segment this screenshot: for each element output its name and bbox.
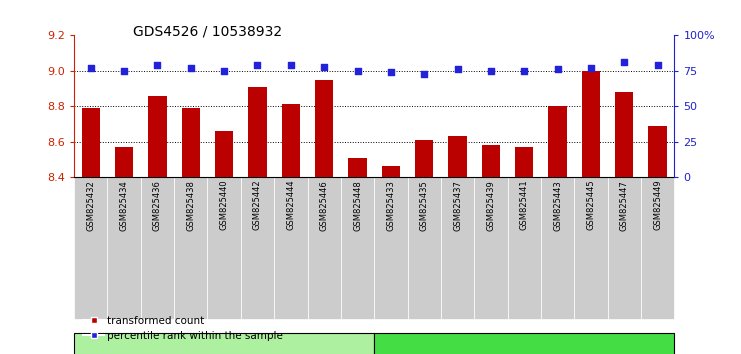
Text: GSM825446: GSM825446 <box>319 180 329 230</box>
Text: GSM825433: GSM825433 <box>386 180 396 231</box>
Point <box>652 62 664 68</box>
Point <box>585 65 597 71</box>
Bar <box>615 92 634 177</box>
Text: GSM825440: GSM825440 <box>219 180 229 230</box>
Point <box>352 68 364 74</box>
Bar <box>582 71 600 177</box>
Point <box>319 64 330 69</box>
Bar <box>148 96 167 177</box>
FancyBboxPatch shape <box>608 177 641 319</box>
FancyBboxPatch shape <box>107 177 141 319</box>
Legend: transformed count, percentile rank within the sample: transformed count, percentile rank withi… <box>79 312 288 345</box>
Point <box>85 65 96 71</box>
FancyBboxPatch shape <box>308 177 341 319</box>
Point <box>485 68 496 74</box>
Text: GSM825442: GSM825442 <box>253 180 262 230</box>
Text: GSM825436: GSM825436 <box>153 180 162 231</box>
Bar <box>548 106 567 177</box>
FancyBboxPatch shape <box>141 177 174 319</box>
Point <box>185 65 197 71</box>
Bar <box>415 140 433 177</box>
Bar <box>115 147 133 177</box>
Text: GSM825435: GSM825435 <box>419 180 429 230</box>
FancyBboxPatch shape <box>441 177 474 319</box>
Bar <box>315 80 333 177</box>
Bar <box>215 131 233 177</box>
Bar <box>382 166 400 177</box>
FancyBboxPatch shape <box>641 177 674 319</box>
FancyBboxPatch shape <box>541 177 574 319</box>
Bar <box>348 158 367 177</box>
Bar <box>482 145 500 177</box>
Bar <box>282 104 300 177</box>
Text: GSM825434: GSM825434 <box>119 180 129 230</box>
Text: GSM825447: GSM825447 <box>619 180 629 230</box>
FancyBboxPatch shape <box>574 177 608 319</box>
Bar <box>182 108 200 177</box>
FancyBboxPatch shape <box>474 177 508 319</box>
Text: GSM825432: GSM825432 <box>86 180 96 230</box>
Text: GSM825441: GSM825441 <box>519 180 529 230</box>
Point <box>451 67 464 72</box>
FancyBboxPatch shape <box>408 177 441 319</box>
Point <box>285 62 296 68</box>
Point <box>385 69 397 75</box>
FancyBboxPatch shape <box>174 177 207 319</box>
FancyBboxPatch shape <box>341 177 374 319</box>
Text: GSM825438: GSM825438 <box>186 180 196 231</box>
Point <box>151 62 163 68</box>
Text: GDS4526 / 10538932: GDS4526 / 10538932 <box>133 25 282 39</box>
FancyBboxPatch shape <box>374 177 408 319</box>
FancyBboxPatch shape <box>74 177 107 319</box>
Point <box>218 68 230 74</box>
Point <box>551 67 563 72</box>
Text: GSM825443: GSM825443 <box>553 180 562 230</box>
Point <box>519 68 531 74</box>
Bar <box>248 87 267 177</box>
Text: GSM825439: GSM825439 <box>486 180 496 230</box>
Text: GSM825444: GSM825444 <box>286 180 296 230</box>
FancyBboxPatch shape <box>508 177 541 319</box>
Point <box>119 68 130 74</box>
Bar <box>515 147 534 177</box>
FancyBboxPatch shape <box>374 333 674 354</box>
Text: GSM825445: GSM825445 <box>586 180 596 230</box>
Bar <box>648 126 667 177</box>
FancyBboxPatch shape <box>274 177 308 319</box>
FancyBboxPatch shape <box>241 177 274 319</box>
Point <box>418 71 430 76</box>
FancyBboxPatch shape <box>74 333 374 354</box>
Bar <box>448 136 467 177</box>
Text: GSM825448: GSM825448 <box>353 180 362 230</box>
Bar <box>82 108 100 177</box>
FancyBboxPatch shape <box>207 177 241 319</box>
Point <box>618 59 630 65</box>
Text: GSM825449: GSM825449 <box>653 180 662 230</box>
Text: GSM825437: GSM825437 <box>453 180 462 231</box>
Point <box>251 62 264 68</box>
